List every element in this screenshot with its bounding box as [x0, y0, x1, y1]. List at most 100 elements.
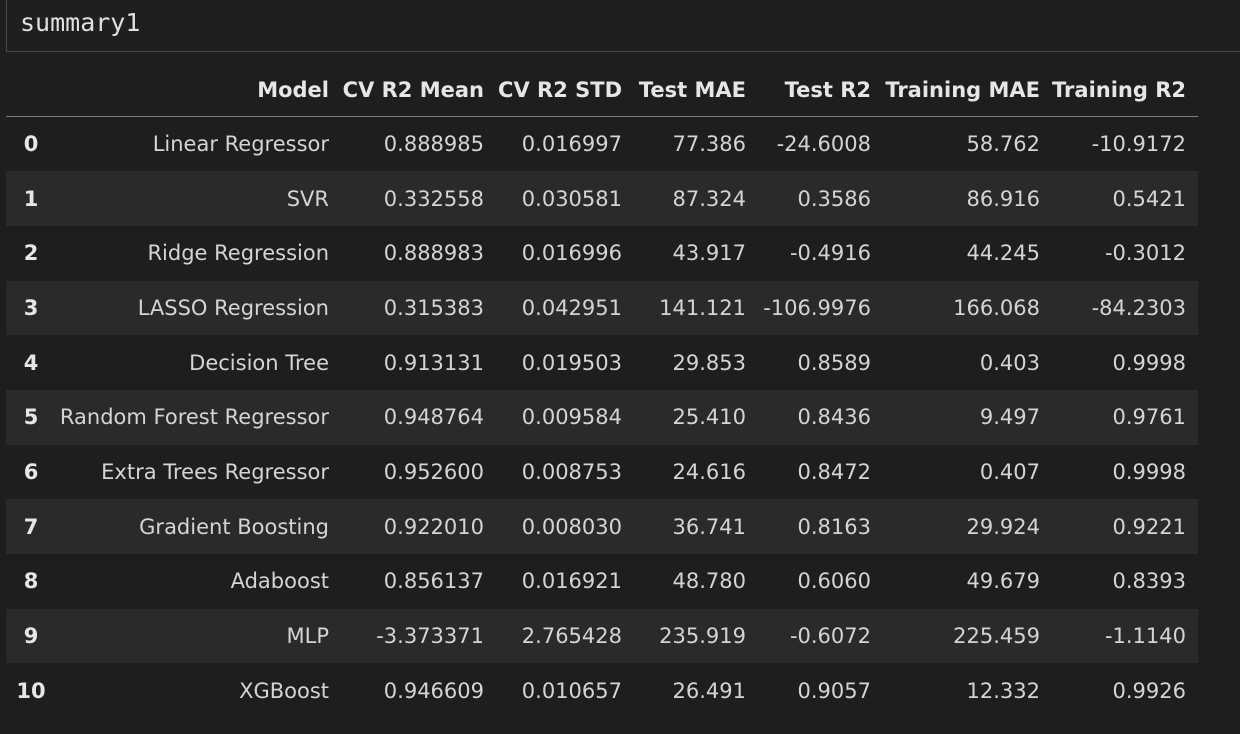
table-row: 2 Ridge Regression 0.888983 0.016996 43.917 -…: [6, 226, 1198, 281]
table-row: 8 Adaboost 0.856137 0.016921 48.780 0.6060 49.…: [6, 554, 1198, 609]
test-r2-cell: -24.6008: [776, 132, 871, 157]
cv-r2-mean-cell: 0.315383: [383, 295, 484, 320]
row-index: 8: [23, 569, 39, 594]
model-cell: Extra Trees Regressor: [101, 459, 329, 484]
training-mae-cell: 0.403: [979, 350, 1040, 375]
cv-r2-mean-cell: 0.952600: [383, 459, 484, 484]
test-mae-cell: 43.917: [672, 241, 746, 266]
model-cell: LASSO Regression: [137, 295, 329, 320]
training-r2-cell: -0.3012: [1104, 241, 1186, 266]
training-mae-cell: 49.679: [966, 569, 1040, 594]
training-r2-cell: -1.1140: [1104, 624, 1186, 649]
cell-output: Model CV R2 Mean CV R2 STD Test MAE Test…: [6, 64, 1198, 718]
cv-r2-std-cell: 0.010657: [521, 678, 622, 703]
column-header-test-mae: Test MAE: [634, 64, 758, 117]
model-cell: Adaboost: [230, 569, 329, 594]
test-mae-cell: 29.853: [672, 350, 746, 375]
column-header-index: [6, 64, 56, 117]
training-r2-cell: -10.9172: [1091, 132, 1186, 157]
cv-r2-mean-cell: 0.888983: [383, 241, 484, 266]
table-row: 4 Decision Tree 0.913131 0.019503 29.853 0.85…: [6, 335, 1198, 390]
training-r2-cell: 0.9998: [1112, 350, 1186, 375]
table-body: 0 Linear Regressor 0.888985 0.016997 77.386 -…: [6, 117, 1198, 719]
test-mae-cell: 235.919: [659, 624, 746, 649]
cv-r2-std-cell: 0.030581: [521, 186, 622, 211]
training-r2-cell: 0.9998: [1112, 459, 1186, 484]
table-row: 9 MLP -3.373371 2.765428 235.919 -0.6072 225.4…: [6, 608, 1198, 664]
table-row: 5 Random Forest Regressor 0.948764 0.009584…: [6, 389, 1198, 445]
column-header-training-mae: Training MAE: [883, 64, 1052, 117]
training-mae-cell: 225.459: [953, 624, 1040, 649]
training-r2-cell: 0.9926: [1112, 678, 1186, 703]
training-mae-cell: 44.245: [966, 241, 1040, 266]
cv-r2-mean-cell: 0.946609: [383, 678, 484, 703]
test-r2-cell: 0.8436: [797, 405, 871, 430]
table-row: 7 Gradient Boosting 0.922010 0.008030 36.741…: [6, 499, 1198, 554]
row-index: 4: [23, 350, 39, 375]
test-mae-cell: 26.491: [672, 678, 746, 703]
row-index: 1: [23, 186, 39, 211]
dataframe-table: Model CV R2 Mean CV R2 STD Test MAE Test…: [6, 64, 1198, 718]
cv-r2-std-cell: 0.009584: [521, 405, 622, 430]
test-r2-cell: 0.8472: [797, 459, 871, 484]
model-cell: Decision Tree: [189, 350, 329, 375]
column-header-cv-r2-std: CV R2 STD: [496, 64, 634, 117]
test-mae-cell: 87.324: [672, 186, 746, 211]
training-mae-cell: 12.332: [966, 678, 1040, 703]
cv-r2-mean-cell: 0.332558: [383, 186, 484, 211]
cv-r2-mean-cell: 0.888985: [383, 132, 484, 157]
test-r2-cell: 0.8163: [797, 514, 871, 539]
column-header-model: Model: [56, 64, 341, 117]
row-index: 2: [23, 241, 39, 266]
table-row: 1 SVR 0.332558 0.030581 87.324 0.3586 86.916 0.…: [6, 171, 1198, 226]
model-cell: Ridge Regression: [147, 241, 329, 266]
test-r2-cell: 0.3586: [797, 186, 871, 211]
table-row: 0 Linear Regressor 0.888985 0.016997 77.386 -…: [6, 117, 1198, 172]
training-mae-cell: 58.762: [966, 132, 1040, 157]
cv-r2-std-cell: 0.016921: [521, 569, 622, 594]
cv-r2-std-cell: 0.008753: [521, 459, 622, 484]
cv-r2-mean-cell: 0.913131: [383, 350, 484, 375]
cv-r2-std-cell: 0.019503: [521, 350, 622, 375]
cv-r2-std-cell: 2.765428: [521, 624, 622, 649]
table-row: 10 XGBoost 0.946609 0.010657 26.491 0.9057 12.…: [6, 663, 1198, 718]
model-cell: Gradient Boosting: [139, 514, 329, 539]
row-index: 7: [23, 514, 39, 539]
test-r2-cell: 0.8589: [797, 350, 871, 375]
test-mae-cell: 24.616: [672, 459, 746, 484]
cv-r2-mean-cell: 0.948764: [383, 405, 484, 430]
cv-r2-std-cell: 0.016997: [521, 132, 622, 157]
test-mae-cell: 141.121: [659, 295, 746, 320]
model-cell: XGBoost: [239, 678, 329, 703]
column-header-cv-r2-mean: CV R2 Mean: [341, 64, 496, 117]
test-r2-cell: 0.9057: [797, 678, 871, 703]
table-header: Model CV R2 Mean CV R2 STD Test MAE Test…: [6, 64, 1198, 117]
row-index: 0: [23, 132, 39, 157]
model-cell: Linear Regressor: [152, 132, 329, 157]
table-row: 3 LASSO Regression 0.315383 0.042951 141.121…: [6, 280, 1198, 336]
training-r2-cell: -84.2303: [1091, 295, 1186, 320]
test-r2-cell: -106.9976: [763, 295, 871, 320]
training-mae-cell: 86.916: [966, 186, 1040, 211]
row-index: 5: [23, 405, 39, 430]
column-header-test-r2: Test R2: [758, 64, 883, 117]
row-index: 6: [23, 459, 39, 484]
training-r2-cell: 0.9761: [1112, 405, 1186, 430]
test-mae-cell: 36.741: [672, 514, 746, 539]
test-mae-cell: 48.780: [672, 569, 746, 594]
cv-r2-std-cell: 0.042951: [521, 295, 622, 320]
row-index: 3: [23, 295, 39, 320]
row-index: 10: [16, 678, 46, 703]
test-r2-cell: -0.4916: [789, 241, 871, 266]
code-cell[interactable]: summary1: [6, 0, 1240, 52]
column-header-training-r2: Training R2: [1052, 64, 1198, 117]
test-mae-cell: 77.386: [672, 132, 746, 157]
training-mae-cell: 0.407: [979, 459, 1040, 484]
training-r2-cell: 0.9221: [1112, 514, 1186, 539]
code-cell-source[interactable]: summary1: [20, 8, 141, 37]
cv-r2-std-cell: 0.016996: [521, 241, 622, 266]
header-row: Model CV R2 Mean CV R2 STD Test MAE Test…: [6, 64, 1198, 117]
model-cell: SVR: [286, 186, 329, 211]
row-index: 9: [23, 624, 39, 649]
training-r2-cell: 0.5421: [1112, 186, 1186, 211]
